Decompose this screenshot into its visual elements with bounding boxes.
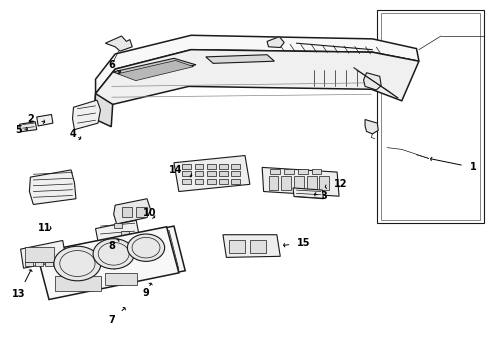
Text: 5: 5 (15, 125, 27, 135)
Bar (219, 164, 228, 169)
Bar (294, 176, 304, 190)
Polygon shape (293, 188, 323, 199)
Polygon shape (20, 122, 37, 132)
Bar (319, 176, 329, 190)
Bar (121, 231, 129, 236)
Bar (45, 262, 53, 266)
Bar (182, 179, 191, 184)
Text: 8: 8 (108, 239, 119, 251)
Bar (269, 176, 278, 190)
Polygon shape (105, 36, 132, 51)
Polygon shape (118, 60, 194, 81)
Bar (55, 276, 101, 291)
Bar (25, 247, 54, 262)
Text: 2: 2 (27, 114, 45, 124)
Text: 1: 1 (431, 157, 476, 172)
Circle shape (54, 246, 101, 281)
Bar (219, 171, 228, 176)
Bar (207, 164, 216, 169)
Bar (114, 223, 122, 228)
Text: 9: 9 (143, 283, 152, 298)
Text: 15: 15 (284, 238, 311, 248)
Bar (182, 164, 191, 169)
Bar (298, 169, 308, 174)
Polygon shape (29, 170, 76, 204)
Bar (381, 13, 480, 220)
Circle shape (93, 239, 134, 269)
Bar (231, 171, 240, 176)
Bar (284, 169, 294, 174)
Circle shape (127, 234, 165, 261)
Polygon shape (364, 73, 381, 90)
Bar (229, 240, 245, 253)
Bar (25, 262, 33, 266)
Bar (231, 164, 240, 169)
Bar (312, 169, 321, 174)
Bar (182, 171, 191, 176)
Bar (195, 164, 203, 169)
Text: 6: 6 (108, 60, 121, 73)
Polygon shape (96, 35, 419, 94)
Bar (250, 240, 266, 253)
Polygon shape (47, 226, 185, 296)
Bar (270, 169, 280, 174)
Bar (136, 207, 147, 217)
Polygon shape (94, 50, 419, 119)
Polygon shape (37, 227, 179, 300)
Polygon shape (73, 100, 100, 130)
Polygon shape (267, 37, 284, 48)
Bar (281, 176, 291, 190)
Polygon shape (94, 94, 113, 127)
Polygon shape (37, 114, 53, 126)
Polygon shape (262, 167, 339, 196)
Text: 12: 12 (325, 179, 347, 189)
Text: 4: 4 (69, 129, 81, 140)
Text: 14: 14 (169, 165, 192, 177)
Polygon shape (21, 240, 66, 268)
Bar (122, 207, 132, 217)
Bar (35, 262, 43, 266)
Polygon shape (206, 55, 274, 63)
Polygon shape (96, 220, 140, 247)
Polygon shape (113, 58, 196, 78)
Text: 7: 7 (108, 307, 125, 325)
Bar (195, 179, 203, 184)
Polygon shape (365, 120, 378, 134)
Text: 10: 10 (143, 208, 156, 218)
Bar (105, 273, 137, 285)
Bar (207, 171, 216, 176)
Text: 3: 3 (315, 191, 327, 201)
Polygon shape (174, 156, 250, 192)
Bar (231, 179, 240, 184)
Bar (307, 176, 317, 190)
Bar (195, 171, 203, 176)
Bar (207, 179, 216, 184)
Bar (377, 10, 484, 223)
Text: 11: 11 (38, 222, 52, 233)
Polygon shape (114, 199, 151, 224)
Bar (219, 179, 228, 184)
Polygon shape (223, 235, 280, 257)
Text: 13: 13 (12, 270, 32, 300)
